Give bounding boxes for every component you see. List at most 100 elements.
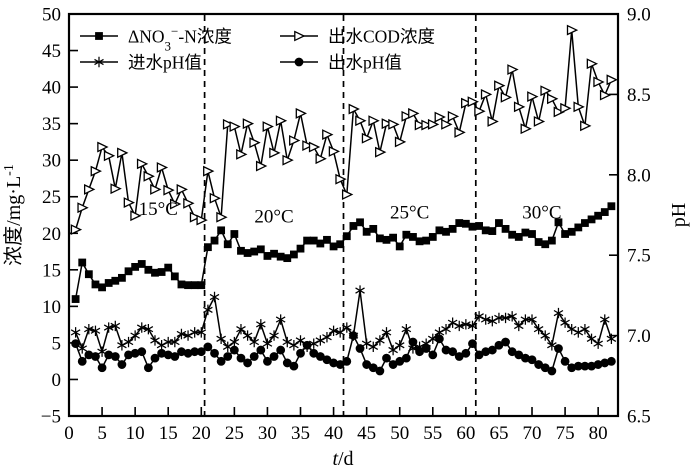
data-point	[275, 115, 288, 127]
right-tick-label: 9.0	[627, 5, 651, 26]
data-point	[540, 330, 551, 341]
data-point	[196, 327, 207, 338]
data-point	[480, 88, 493, 100]
data-point	[541, 240, 550, 249]
left-tick-label: 35	[42, 114, 61, 135]
data-point	[461, 319, 471, 330]
temperature-annotations: 15°C 20°C 25°C 30°C	[139, 199, 562, 227]
data-point	[70, 327, 81, 338]
data-point	[599, 314, 610, 325]
x-tick-label: 60	[456, 423, 475, 444]
data-point	[593, 338, 603, 349]
data-point	[256, 345, 266, 355]
data-point	[388, 118, 400, 130]
x-tick-label: 45	[357, 423, 376, 444]
data-point	[230, 230, 239, 238]
legend-marker	[94, 56, 104, 68]
data-point	[501, 224, 510, 233]
data-point	[176, 183, 188, 195]
data-point	[514, 233, 523, 241]
data-point	[389, 233, 398, 242]
data-point	[381, 118, 394, 130]
data-point	[270, 249, 278, 258]
data-point	[567, 227, 576, 236]
data-point	[356, 218, 364, 227]
data-point	[216, 333, 226, 345]
data-point	[70, 224, 83, 236]
temperature-label: 25°C	[390, 203, 429, 224]
data-point	[487, 345, 497, 355]
data-point	[455, 219, 464, 227]
data-point	[104, 279, 113, 287]
data-point	[236, 323, 246, 335]
data-point	[520, 123, 532, 135]
data-point	[216, 211, 228, 223]
data-point	[223, 240, 232, 249]
legend-label: 进水pH值	[128, 53, 202, 73]
data-point	[144, 265, 153, 274]
x-tick-label: 35	[291, 423, 310, 444]
data-point	[421, 344, 431, 353]
data-point	[137, 347, 147, 357]
plot-border	[67, 12, 620, 418]
data-point	[606, 356, 616, 366]
legend-marker	[95, 32, 103, 40]
x-tick-label: 20	[192, 423, 211, 444]
x-tick-label: 75	[556, 423, 575, 444]
data-point	[547, 236, 556, 245]
data-point	[533, 323, 544, 335]
data-point	[123, 197, 136, 209]
data-point	[242, 330, 253, 341]
legend-item-1: 出水COD浓度	[280, 27, 435, 47]
data-point	[315, 335, 326, 346]
data-point	[487, 116, 499, 127]
data-point	[328, 145, 341, 157]
data-point	[269, 330, 279, 341]
data-point	[336, 240, 345, 249]
data-point	[164, 263, 173, 272]
data-point	[210, 348, 219, 358]
data-point	[157, 268, 166, 276]
data-point	[249, 336, 260, 348]
data-point	[547, 366, 557, 376]
data-point	[507, 64, 519, 75]
data-point	[422, 236, 431, 245]
data-point	[216, 356, 226, 366]
legend-label: 出水COD浓度	[328, 27, 435, 47]
x-tick-label: 5	[97, 423, 107, 444]
series-3	[71, 331, 616, 376]
data-point	[408, 107, 420, 119]
data-point	[170, 336, 180, 348]
data-point	[323, 235, 331, 244]
right-tick-label: 7.0	[627, 326, 651, 347]
data-point	[77, 343, 88, 354]
left-tick-label: 40	[42, 78, 61, 99]
legend-item-3: 出水pH值	[280, 53, 402, 73]
data-point	[507, 311, 517, 322]
series-path	[74, 289, 613, 353]
data-point	[276, 345, 286, 355]
data-point	[382, 235, 391, 244]
data-point	[361, 132, 374, 144]
series-layer	[70, 24, 618, 376]
data-point	[375, 335, 385, 346]
data-point	[533, 116, 546, 127]
data-point	[123, 336, 134, 348]
data-point	[209, 192, 222, 204]
right-tick-label: 6.5	[627, 407, 651, 428]
right-tick-label: 7.5	[627, 246, 651, 267]
legend-item-0: ΔNO3−-N浓度	[80, 23, 232, 53]
left-tick-label: −5	[41, 407, 61, 428]
data-point	[527, 355, 537, 365]
data-point	[467, 320, 478, 332]
data-point	[184, 281, 192, 290]
data-point	[229, 121, 241, 132]
data-point	[375, 146, 387, 158]
data-point	[402, 230, 411, 239]
data-point	[289, 135, 301, 146]
data-point	[229, 345, 239, 355]
data-point	[447, 110, 460, 122]
x-tick-label: 70	[523, 423, 542, 444]
data-point	[250, 247, 259, 256]
data-point	[98, 283, 106, 292]
